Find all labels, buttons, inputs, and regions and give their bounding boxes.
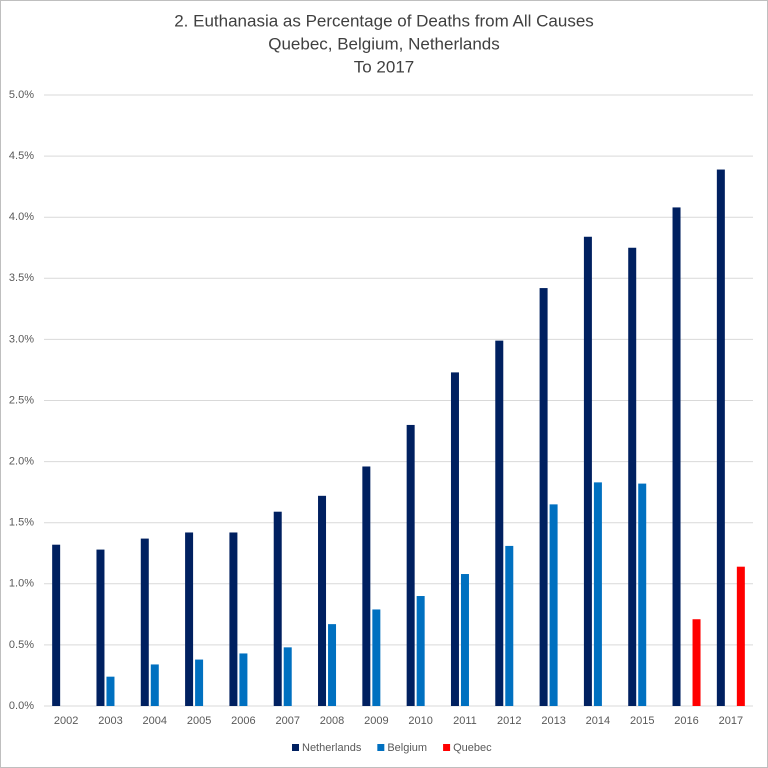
y-tick-label: 3.0%: [9, 333, 34, 345]
bar: [539, 288, 548, 706]
x-tick-label: 2011: [453, 715, 477, 727]
x-tick-label: 2002: [54, 715, 78, 727]
x-tick-label: 2017: [719, 715, 743, 727]
bar: [185, 532, 194, 706]
bar: [628, 247, 637, 706]
y-tick-label: 4.0%: [9, 211, 34, 223]
bar: [406, 424, 415, 706]
bar: [638, 483, 647, 706]
x-tick-label: 2008: [320, 715, 344, 727]
bar: [229, 532, 238, 706]
y-tick-label: 0.5%: [9, 639, 34, 651]
legend-label: Netherlands: [302, 742, 362, 754]
bar: [239, 653, 248, 706]
y-tick-label: 2.0%: [9, 456, 34, 468]
bar: [283, 647, 292, 706]
x-tick-label: 2007: [275, 715, 299, 727]
y-tick-label: 3.5%: [9, 272, 34, 284]
legend-swatch: [292, 744, 299, 751]
x-tick-label: 2010: [408, 715, 432, 727]
bar: [195, 659, 204, 706]
bar: [583, 236, 592, 706]
x-tick-label: 2014: [586, 715, 610, 727]
x-tick-label: 2012: [497, 715, 521, 727]
bar: [495, 340, 504, 706]
x-tick-label: 2005: [187, 715, 211, 727]
x-tick-label: 2016: [674, 715, 698, 727]
legend-label: Quebec: [453, 742, 492, 754]
bar: [692, 619, 701, 706]
bar: [318, 495, 327, 706]
bar: [328, 624, 337, 706]
bar: [273, 511, 282, 706]
bar: [150, 664, 159, 706]
bar: [96, 549, 105, 706]
legend-swatch: [377, 744, 385, 751]
x-tick-label: 2009: [364, 715, 388, 727]
y-tick-label: 5.0%: [9, 89, 34, 101]
bar: [460, 574, 469, 706]
bar: [716, 169, 725, 707]
x-tick-label: 2015: [630, 715, 654, 727]
bar: [736, 566, 745, 706]
chart-title: Quebec, Belgium, Netherlands: [268, 34, 500, 53]
chart-title: To 2017: [354, 57, 415, 76]
bar: [672, 207, 681, 706]
bar: [140, 538, 149, 706]
bar: [505, 545, 514, 706]
bar: [106, 676, 115, 706]
y-tick-label: 2.5%: [9, 394, 34, 406]
x-tick-label: 2006: [231, 715, 255, 727]
y-tick-label: 1.0%: [9, 578, 34, 590]
x-tick-label: 2003: [98, 715, 122, 727]
bar: [416, 596, 425, 706]
bar: [450, 372, 459, 706]
legend-swatch: [443, 744, 451, 751]
bar: [52, 544, 61, 706]
legend-label: Belgium: [387, 742, 427, 754]
bar: [372, 609, 381, 706]
y-tick-label: 4.5%: [9, 150, 34, 162]
chart-title: 2. Euthanasia as Percentage of Deaths fr…: [174, 11, 594, 30]
x-tick-label: 2013: [541, 715, 565, 727]
bar: [362, 466, 371, 706]
y-tick-label: 1.5%: [9, 517, 34, 529]
x-tick-label: 2004: [143, 715, 167, 727]
y-tick-label: 0.0%: [9, 700, 34, 712]
bar: [593, 482, 602, 706]
bar: [549, 504, 558, 706]
